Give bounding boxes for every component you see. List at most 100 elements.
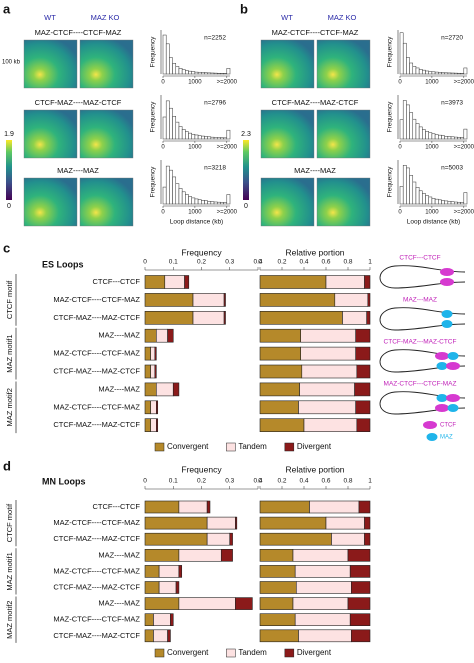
bar-segment — [184, 275, 190, 289]
hist-bar — [172, 63, 177, 75]
hist-bar — [194, 134, 199, 140]
bar-segment — [144, 500, 180, 514]
x-tick-label: 0 — [398, 145, 402, 151]
hist-bar — [447, 201, 452, 205]
bar-segment — [158, 581, 177, 594]
hist-bar — [210, 201, 215, 205]
x-tick-label: 1000 — [425, 80, 439, 86]
bar-segment — [178, 548, 222, 562]
category-label: CTCF-MAZ----MAZ-CTCF — [53, 313, 140, 322]
motif-group: MAZ motif1 — [5, 552, 14, 590]
bar-segment — [144, 516, 208, 530]
scale-label: 100 kb — [2, 60, 21, 66]
hist-bar — [418, 190, 423, 205]
x-tick-label: 0.2 — [277, 259, 286, 266]
annotation: n=3218 — [204, 165, 226, 172]
legend-swatch — [154, 648, 165, 658]
hist-bar — [463, 192, 468, 205]
bar-segment — [178, 565, 183, 578]
colorbar-max: 2.3 — [241, 131, 251, 138]
category-label: CTCF-MAZ----MAZ-CTCF — [53, 366, 140, 375]
category-label: MAZ----MAZ — [98, 599, 140, 608]
bar-segment — [356, 364, 371, 379]
category-label: CTCF---CTCF — [93, 502, 141, 511]
hist-bar — [226, 68, 231, 75]
hist-bar — [162, 116, 167, 140]
bar-segment — [259, 565, 296, 578]
bar-segment — [144, 418, 151, 433]
bar-segment — [355, 328, 371, 343]
hist-bar — [415, 123, 420, 140]
hist-bar — [409, 175, 414, 205]
x-tick-label: 1 — [368, 478, 372, 485]
chart-title: Relative portion — [285, 464, 344, 474]
hist-bar — [172, 176, 177, 205]
heatmap — [260, 39, 315, 89]
hist-bar — [412, 66, 417, 75]
bar-segment — [300, 346, 357, 361]
hist-bar — [165, 100, 170, 140]
hist-bar — [223, 202, 228, 205]
hist-bar — [438, 199, 442, 205]
hist-bar — [175, 121, 180, 140]
hist-bar — [422, 129, 426, 140]
bar-segment — [259, 293, 336, 307]
hist-bar — [460, 202, 465, 205]
hist-bar — [223, 137, 228, 140]
motif-group: MAZ motif2 — [5, 601, 14, 639]
bar-segment — [259, 548, 294, 562]
x-tick-label: 0 — [398, 210, 402, 216]
bar-segment — [144, 565, 160, 578]
bar-segment — [206, 516, 236, 530]
y-axis-title: Frequency — [387, 36, 394, 67]
hist-bar — [460, 73, 465, 75]
x-tick-label: 1000 — [188, 80, 202, 86]
hist-bar — [207, 136, 212, 140]
diagram-legend: CTCF — [440, 423, 456, 429]
bar-segment — [144, 629, 154, 643]
hist-bar — [197, 71, 202, 75]
bar-segment — [325, 516, 365, 530]
hist-bar — [438, 72, 442, 75]
bar-segment — [156, 382, 174, 397]
hist-bar — [399, 32, 404, 75]
maz-mark — [447, 404, 459, 412]
bar-segment — [292, 548, 349, 562]
x-tick-label: >=2000 — [217, 210, 238, 216]
bar-segment — [259, 418, 305, 433]
hist-bar — [210, 72, 215, 75]
bar-segment — [294, 613, 351, 627]
hist-bar — [185, 194, 189, 205]
hist-bar — [425, 70, 429, 75]
diagram-label: MAZ-CTCF---CTCF-MAZ — [384, 381, 457, 388]
colorbar — [6, 140, 12, 200]
motif-group: MAZ motif2 — [5, 388, 14, 426]
bar-segment — [355, 400, 371, 415]
heatmap — [79, 109, 134, 159]
category-label: MAZ-CTCF----CTCF-MAZ — [53, 295, 140, 304]
hist-bar — [450, 72, 455, 75]
bar-segment — [144, 382, 157, 397]
diagram-label: CTCF-MAZ---MAZ-CTCF — [384, 339, 457, 346]
category-label: MAZ----MAZ — [98, 331, 140, 340]
hist-bar — [181, 129, 186, 140]
hist-bar — [425, 195, 429, 205]
hist-bar — [418, 126, 423, 140]
x-tick-label: 1000 — [188, 210, 202, 216]
bar-segment — [167, 328, 174, 343]
x-tick-label: 0 — [161, 145, 165, 151]
bar-segment — [259, 532, 332, 546]
hist-bar — [201, 200, 205, 205]
hist-bar — [415, 187, 420, 205]
hist-bar — [207, 201, 212, 205]
bar-segment — [342, 310, 368, 325]
bar-segment — [259, 346, 302, 361]
category-label: MAZ-CTCF----CTCF-MAZ — [53, 349, 140, 358]
heatmap — [23, 109, 78, 159]
bar-segment — [144, 310, 194, 325]
chart-title: Frequency — [181, 464, 222, 474]
hist-bar — [418, 69, 423, 75]
hist-bar — [434, 71, 439, 75]
bar-segment — [144, 613, 154, 627]
